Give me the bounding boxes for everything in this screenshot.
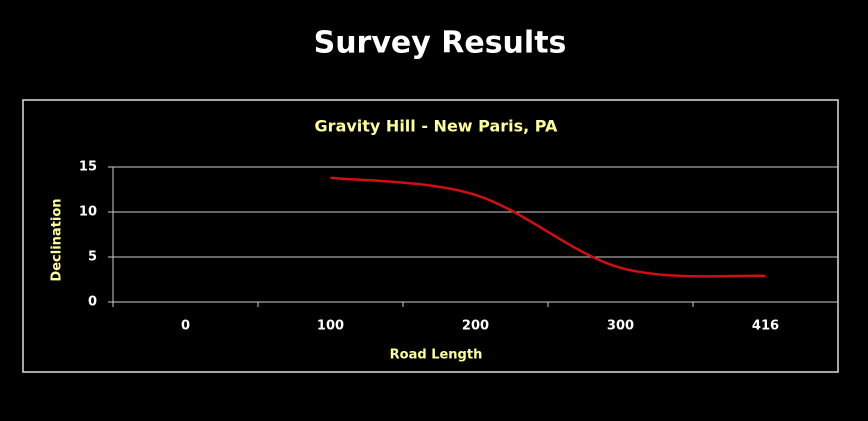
line-series	[330, 176, 766, 278]
x-tick-label: 416	[752, 319, 779, 334]
y-tick-label: 5	[88, 250, 97, 265]
y-tick-label: 10	[79, 205, 97, 220]
x-tick-label: 100	[317, 319, 344, 334]
x-tick-label: 300	[607, 319, 634, 334]
x-tick-label: 0	[181, 319, 190, 334]
y-axis-label: Declination	[50, 198, 65, 281]
x-tick-label: 200	[462, 319, 489, 334]
y-tick-label: 15	[79, 160, 97, 175]
chart-title: Gravity Hill - New Paris, PA	[315, 117, 559, 136]
page-title: Survey Results	[314, 26, 567, 61]
y-tick-label: 0	[88, 295, 97, 310]
x-axis-label: Road Length	[390, 348, 483, 363]
chart-frame	[22, 99, 839, 373]
